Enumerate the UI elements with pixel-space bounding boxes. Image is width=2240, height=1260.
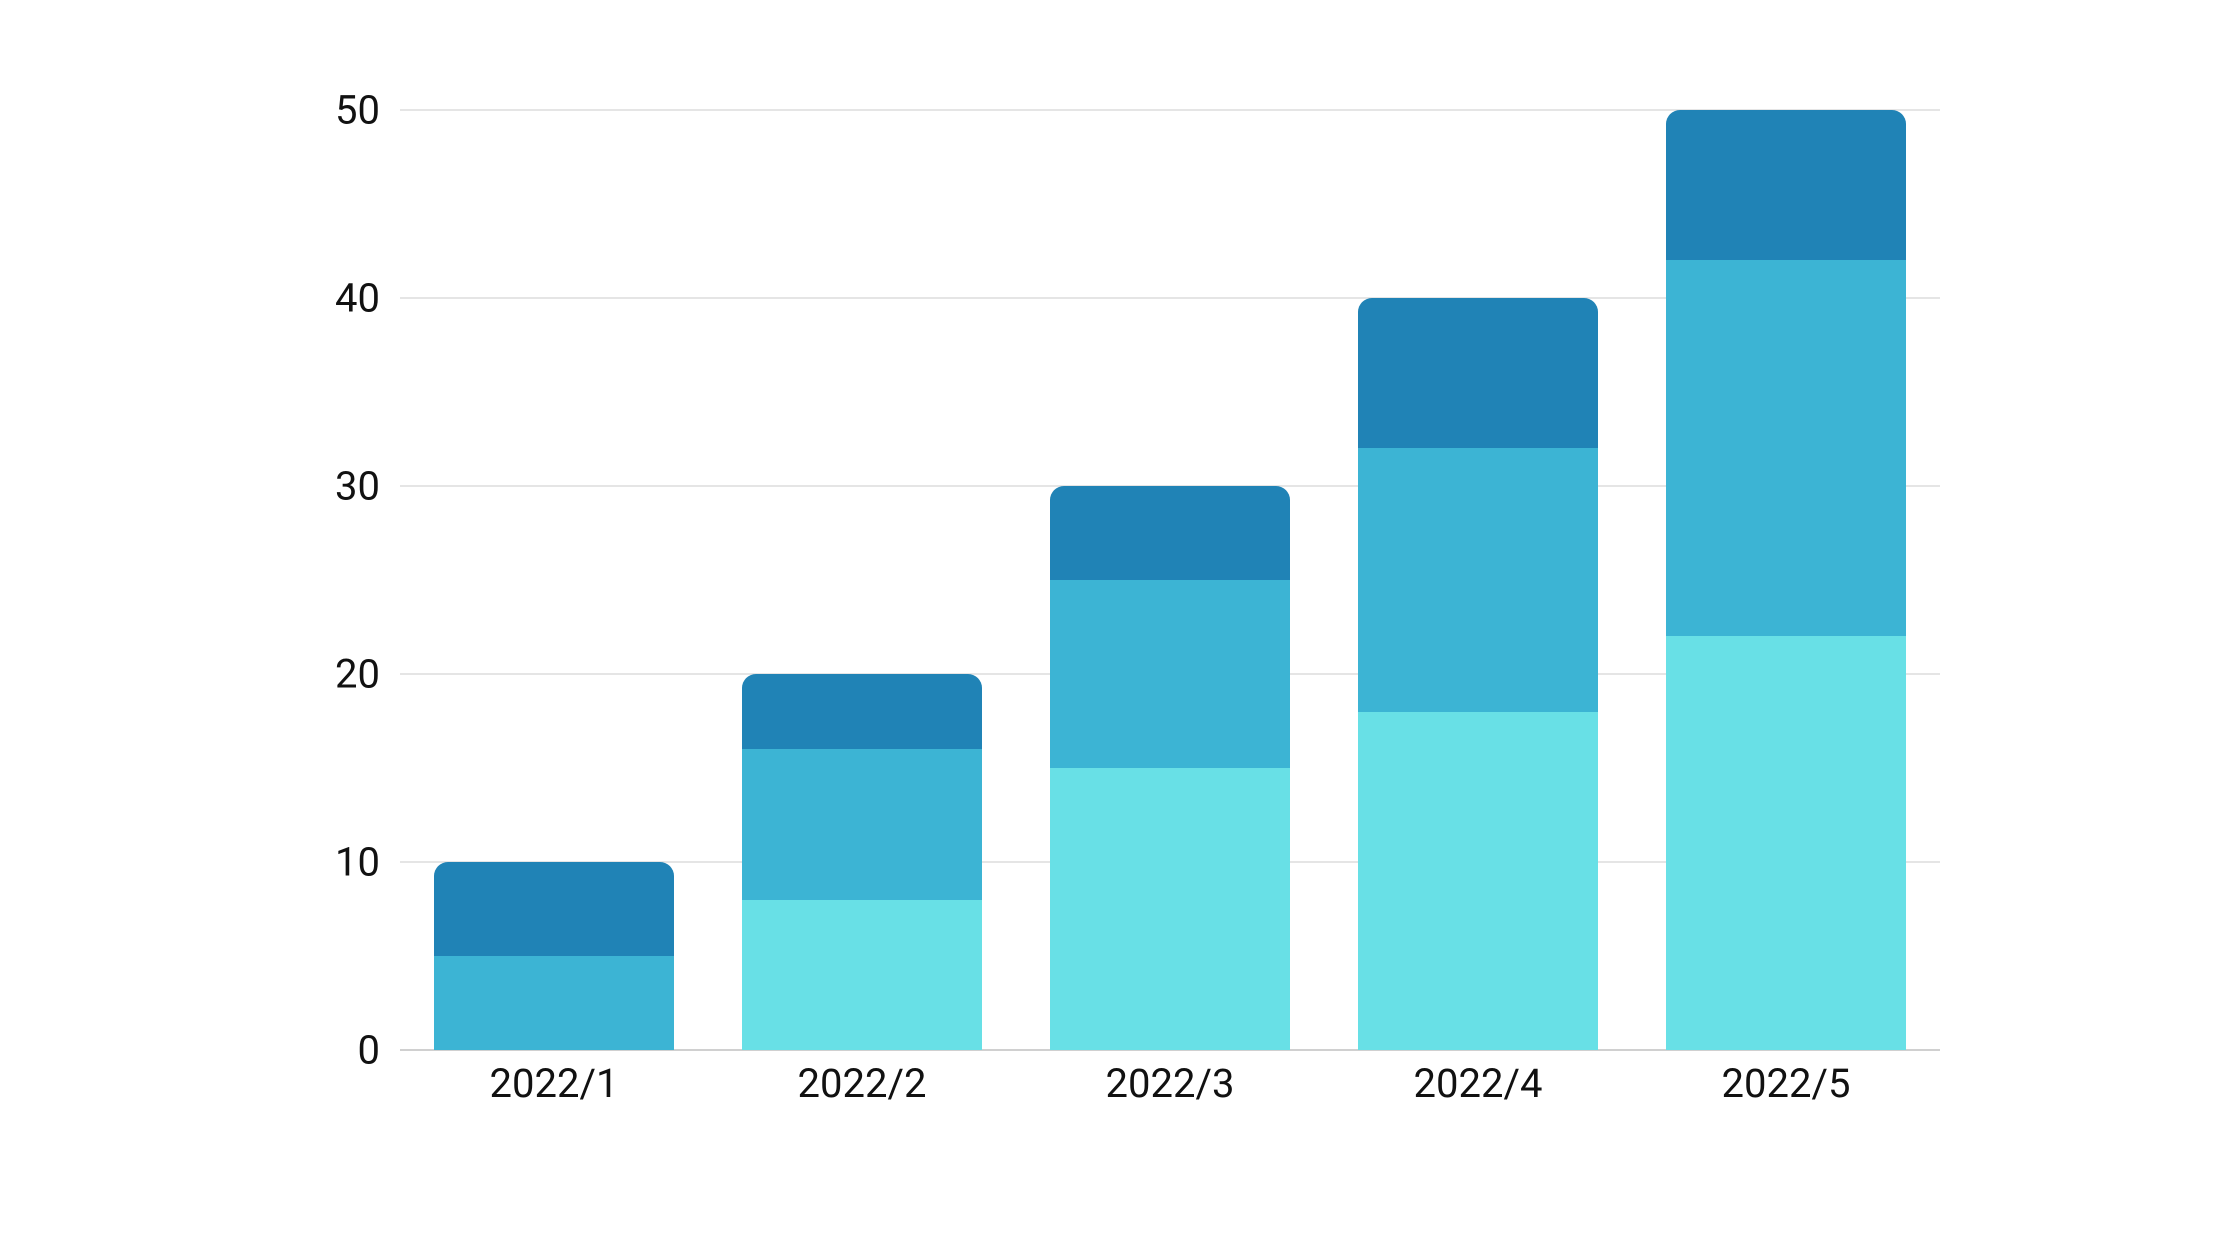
x-tick-label: 2022/5	[1632, 1060, 1940, 1107]
y-tick-label: 20	[280, 651, 380, 698]
stacked-bar	[1666, 110, 1906, 1050]
bar-segment-series-a	[1050, 768, 1290, 1050]
bar-segment-series-b	[742, 749, 982, 899]
plot-area: 01020304050	[400, 110, 1940, 1050]
stacked-bar	[742, 674, 982, 1050]
stacked-bar-chart: 01020304050 2022/12022/22022/32022/42022…	[280, 100, 1960, 1160]
x-tick-label: 2022/4	[1324, 1060, 1632, 1107]
bar-segment-series-c	[434, 862, 674, 956]
bar-segment-series-c	[1666, 110, 1906, 260]
x-axis-labels: 2022/12022/22022/32022/42022/5	[400, 1060, 1940, 1107]
bar-segment-series-c	[1050, 486, 1290, 580]
bar-slot	[1324, 110, 1632, 1050]
stacked-bar	[434, 862, 674, 1050]
bar-segment-series-c	[742, 674, 982, 749]
bar-slot	[708, 110, 1016, 1050]
x-tick-label: 2022/3	[1016, 1060, 1324, 1107]
y-tick-label: 40	[280, 275, 380, 322]
y-tick-label: 10	[280, 839, 380, 886]
bar-slot	[1016, 110, 1324, 1050]
bar-slot	[400, 110, 708, 1050]
bar-slot	[1632, 110, 1940, 1050]
bar-segment-series-a	[742, 900, 982, 1050]
bar-segment-series-a	[1666, 636, 1906, 1050]
bar-segment-series-b	[1358, 448, 1598, 711]
stacked-bar	[1050, 486, 1290, 1050]
bar-segment-series-c	[1358, 298, 1598, 448]
bar-segment-series-b	[434, 956, 674, 1050]
bar-segment-series-b	[1666, 260, 1906, 636]
y-tick-label: 30	[280, 463, 380, 510]
x-tick-label: 2022/2	[708, 1060, 1016, 1107]
y-tick-label: 50	[280, 87, 380, 134]
bars-container	[400, 110, 1940, 1050]
x-tick-label: 2022/1	[400, 1060, 708, 1107]
bar-segment-series-a	[1358, 712, 1598, 1050]
bar-segment-series-b	[1050, 580, 1290, 768]
stacked-bar	[1358, 298, 1598, 1050]
y-tick-label: 0	[280, 1027, 380, 1074]
